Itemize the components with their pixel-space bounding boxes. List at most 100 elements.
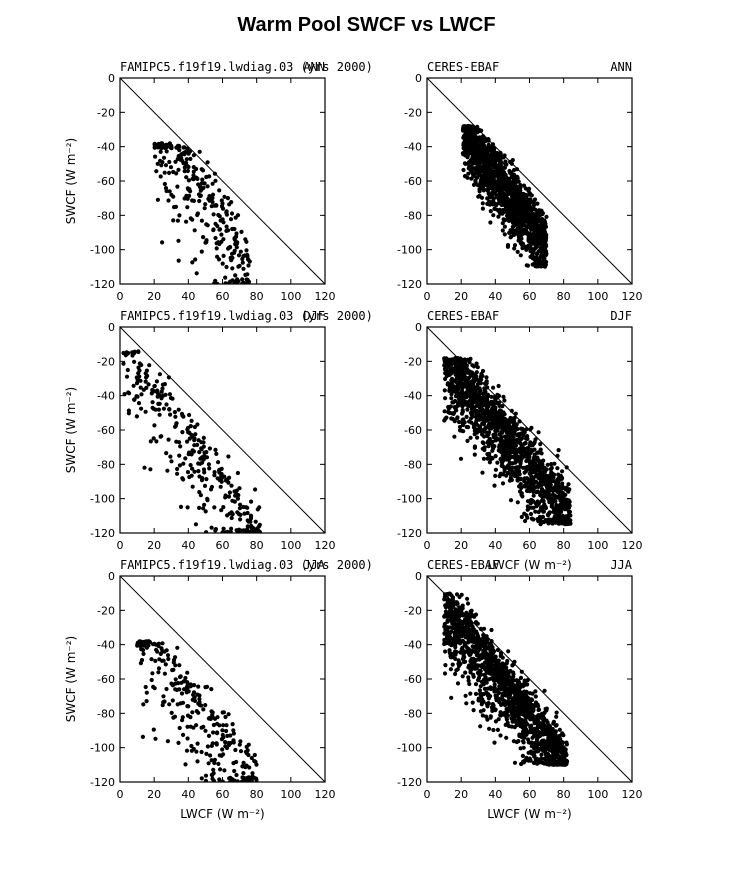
data-point [533, 231, 539, 236]
data-point [503, 161, 508, 166]
data-point [171, 660, 176, 665]
data-point [469, 373, 474, 378]
data-point [525, 434, 530, 439]
data-point [521, 465, 526, 470]
data-point [519, 485, 524, 491]
data-point [217, 467, 222, 472]
data-point [196, 469, 201, 474]
data-point [531, 199, 536, 205]
data-point [464, 424, 469, 430]
data-point [225, 530, 230, 533]
data-point [160, 641, 165, 646]
data-point [140, 734, 145, 740]
data-point [201, 457, 206, 462]
data-point [186, 164, 191, 170]
data-point [478, 159, 483, 164]
x-tick-label: 100 [280, 539, 301, 552]
data-point [488, 439, 493, 444]
data-point [515, 500, 520, 505]
reference-line [119, 77, 326, 285]
data-point [471, 422, 476, 427]
y-tick-label: -100 [90, 742, 115, 755]
data-point [473, 180, 478, 185]
data-point [482, 434, 487, 439]
data-point [531, 224, 536, 229]
data-point [468, 410, 473, 415]
data-point [525, 504, 530, 509]
data-point [476, 172, 481, 177]
data-point [212, 171, 217, 176]
data-point [190, 484, 195, 489]
data-point [190, 710, 195, 715]
data-point [182, 169, 187, 174]
data-point [504, 449, 509, 454]
data-point [146, 382, 151, 387]
data-point [518, 446, 523, 451]
data-point [492, 158, 497, 163]
data-point [519, 195, 524, 200]
data-point [455, 360, 460, 365]
data-point [531, 214, 536, 219]
data-point [141, 647, 146, 653]
data-point [525, 200, 530, 205]
data-point [155, 649, 160, 654]
data-point [197, 198, 202, 204]
data-point [499, 471, 504, 477]
data-point [191, 449, 196, 454]
data-point [537, 465, 543, 470]
data-point [475, 422, 480, 427]
data-point [229, 251, 235, 256]
data-point [138, 378, 143, 383]
data-point [224, 212, 229, 217]
data-point [141, 387, 146, 392]
data-point [180, 430, 185, 435]
data-point [523, 186, 528, 191]
scatter-points [121, 349, 263, 533]
data-point [228, 279, 233, 284]
data-point [199, 218, 204, 223]
data-point [487, 426, 492, 431]
data-point [192, 469, 197, 474]
data-point [502, 232, 507, 237]
data-point [508, 235, 513, 240]
data-point [560, 469, 565, 474]
data-point [208, 487, 214, 492]
x-tick-label: 80 [250, 290, 264, 303]
x-tick-label: 20 [147, 539, 161, 552]
data-point [561, 499, 566, 504]
data-point [156, 666, 162, 671]
data-point [197, 474, 202, 479]
data-point [197, 149, 202, 154]
data-point [156, 407, 161, 412]
data-point [231, 728, 236, 733]
data-point [538, 518, 543, 523]
data-point [566, 505, 572, 510]
data-point [535, 241, 540, 246]
data-point [137, 361, 142, 366]
data-point [480, 470, 485, 475]
data-point [166, 437, 171, 442]
data-point [243, 237, 248, 242]
y-tick-label: -100 [90, 244, 115, 257]
data-point [445, 382, 450, 387]
panel-left-title: CERES-EBAF [427, 309, 499, 323]
data-point [498, 162, 503, 167]
data-point [189, 748, 194, 753]
data-point [210, 181, 215, 186]
data-point [210, 712, 215, 718]
data-point [520, 229, 525, 234]
data-point [472, 400, 477, 405]
data-point [545, 462, 550, 467]
data-point [482, 381, 488, 386]
data-point [168, 144, 173, 149]
data-point [158, 174, 163, 179]
data-point [528, 478, 533, 483]
data-point [177, 463, 182, 468]
data-point [159, 163, 164, 168]
data-point [531, 489, 536, 494]
data-point [203, 703, 208, 708]
data-point [181, 145, 186, 150]
data-point [249, 526, 254, 531]
data-point [530, 207, 535, 212]
